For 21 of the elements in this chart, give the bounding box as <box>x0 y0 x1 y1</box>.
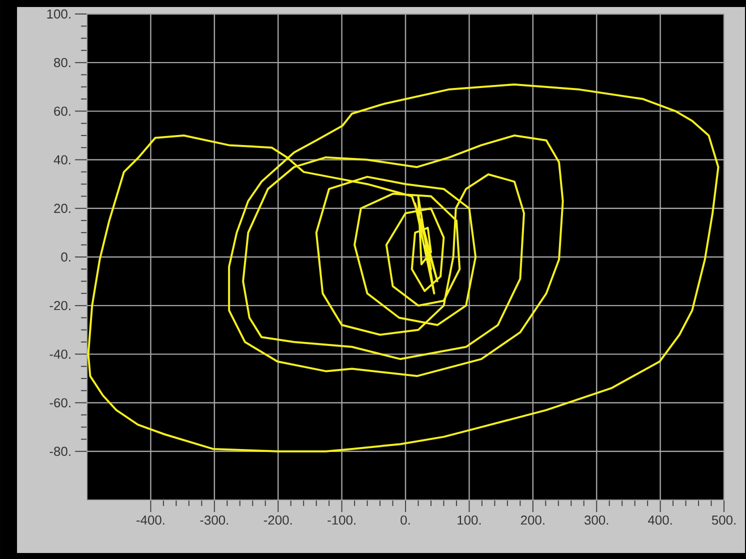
y-tick-label: -40. <box>50 350 70 359</box>
y-tick-label: 60. <box>54 106 70 116</box>
y-tick-label: -20. <box>50 300 70 310</box>
x-tick-label: 400. <box>648 516 672 525</box>
y-tick-label: 40. <box>54 155 70 164</box>
y-tick-label: 80. <box>54 58 70 68</box>
y-tick-label: 100. <box>47 9 70 19</box>
line-series <box>87 83 720 452</box>
x-tick-label: -100. <box>328 516 356 525</box>
y-tick-label: -80. <box>50 446 70 456</box>
x-tick-label: -400. <box>136 516 164 525</box>
x-tick-label: -200. <box>264 516 292 525</box>
x-tick-label: 300. <box>584 516 608 525</box>
x-tick-label: -300. <box>200 516 228 525</box>
y-tick-label: 0. <box>61 252 70 262</box>
y-tick-label: -60. <box>50 398 70 408</box>
x-tick-label: 0. <box>400 516 410 525</box>
y-tick-label: 20. <box>54 204 70 213</box>
x-tick-label: 200. <box>520 516 544 525</box>
x-tick-label: 500. <box>712 516 736 525</box>
x-tick-label: 100. <box>458 516 481 525</box>
